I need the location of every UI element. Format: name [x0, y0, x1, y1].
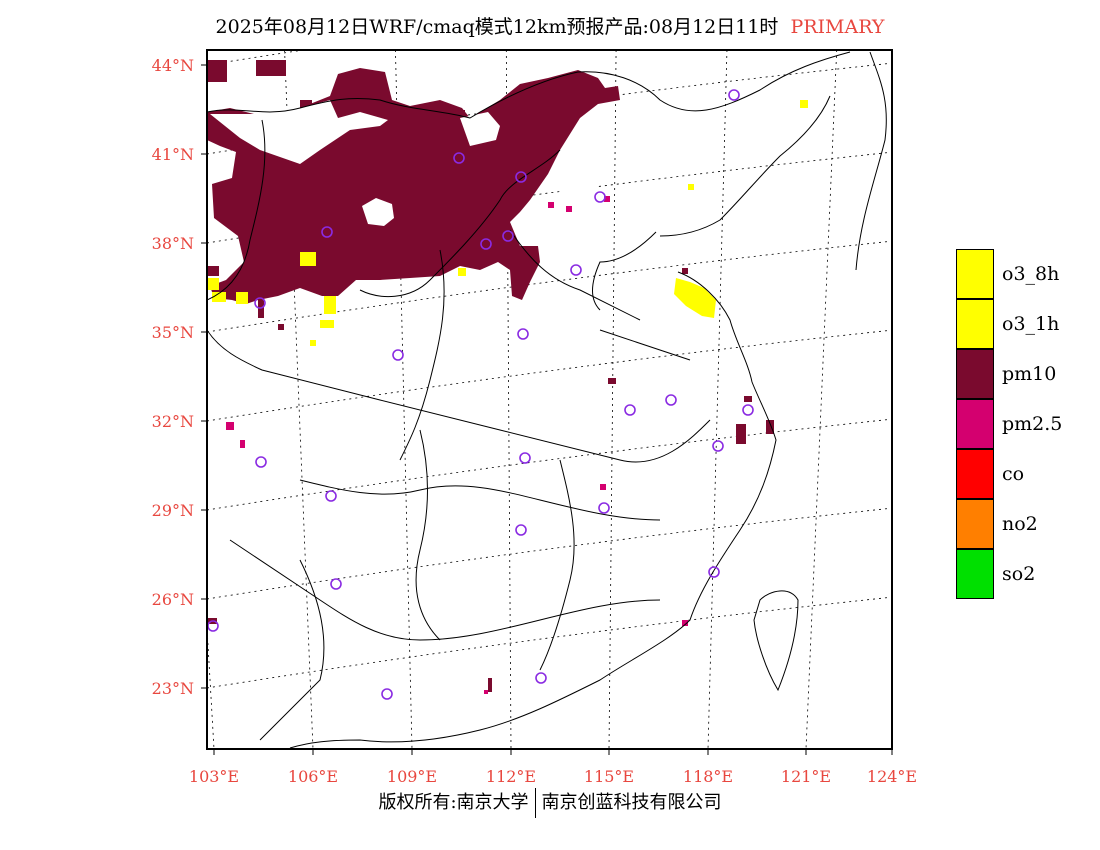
- lat-tick-label: 29°N: [152, 501, 194, 520]
- legend-label: so2: [1002, 563, 1036, 585]
- station-marker: [453, 152, 465, 164]
- parallel-line: [207, 241, 888, 333]
- lon-tick-label: 115°E: [584, 767, 634, 786]
- legend-swatch: [956, 399, 994, 449]
- copyright-company: 南京创蓝科技有限公司: [541, 792, 722, 813]
- lat-tick-label: 32°N: [152, 412, 194, 431]
- parallel-line: [207, 330, 888, 422]
- station-marker: [502, 230, 514, 242]
- parallel-line: [207, 419, 888, 511]
- legend-label: pm2.5: [1002, 413, 1063, 435]
- legend-swatch: [956, 299, 994, 349]
- map-title: 2025年08月12日WRF/cmaq模式12km预报产品:08月12日11时 P…: [0, 12, 1100, 39]
- parallel-line: [207, 597, 888, 689]
- meridian-line: [707, 50, 728, 749]
- meridian-line: [395, 50, 413, 749]
- copyright-owner: 版权所有:南京大学: [378, 792, 529, 813]
- meridian-line: [608, 50, 617, 749]
- station-marker: [594, 191, 606, 203]
- station-marker: [712, 440, 724, 452]
- station-marker: [515, 171, 527, 183]
- map-frame: [206, 49, 893, 750]
- meridian-line: [891, 742, 892, 749]
- station-markers: [207, 89, 754, 700]
- station-marker: [708, 566, 720, 578]
- lon-tick-label: 109°E: [387, 767, 437, 786]
- station-marker: [728, 89, 740, 101]
- station-marker: [519, 452, 531, 464]
- station-marker: [570, 264, 582, 276]
- station-marker: [535, 672, 547, 684]
- legend-label: pm10: [1002, 363, 1057, 385]
- longitude-axis: 103°E 106°E 109°E 112°E 115°E 118°E 121°E 124°E: [189, 749, 917, 786]
- station-marker: [624, 404, 636, 416]
- latitude-axis: 44°N 41°N 38°N 35°N 32°N 29°N 26°N 23°N: [152, 56, 207, 698]
- legend-label: no2: [1002, 513, 1038, 535]
- parallel-line: [207, 508, 888, 600]
- title-tag: PRIMARY: [790, 16, 885, 38]
- pm25-pollution-spots: [226, 196, 688, 694]
- clear-areas: [210, 100, 596, 226]
- station-marker: [598, 502, 610, 514]
- station-marker: [325, 490, 337, 502]
- meridian-line: [284, 50, 314, 749]
- legend-label: o3_1h: [1002, 313, 1060, 335]
- station-marker: [330, 578, 342, 590]
- boundaries: [207, 51, 887, 749]
- station-marker: [515, 524, 527, 536]
- lon-tick-label: 103°E: [189, 767, 239, 786]
- legend-swatch: [956, 499, 994, 549]
- station-marker: [742, 404, 754, 416]
- lat-tick-label: 23°N: [152, 679, 194, 698]
- legend-label: o3_8h: [1002, 263, 1060, 285]
- legend-label: co: [1002, 463, 1025, 485]
- lat-tick-label: 35°N: [152, 323, 194, 342]
- meridian-line: [805, 50, 838, 749]
- station-marker: [321, 226, 333, 238]
- copyright-footer: 版权所有:南京大学 南京创蓝科技有限公司: [0, 788, 1100, 818]
- o3-pollution-spots: [207, 100, 808, 346]
- title-main: 2025年08月12日WRF/cmaq模式12km预报产品:08月12日11时: [215, 16, 779, 38]
- lat-tick-label: 44°N: [152, 56, 194, 75]
- meridian-line: [505, 50, 512, 749]
- lon-tick-label: 106°E: [288, 767, 338, 786]
- station-marker: [254, 297, 266, 309]
- lat-tick-label: 41°N: [152, 145, 194, 164]
- station-marker: [255, 456, 267, 468]
- legend-swatch: [956, 549, 994, 599]
- lat-tick-label: 38°N: [152, 234, 194, 253]
- station-marker: [517, 328, 529, 340]
- lon-tick-label: 124°E: [867, 767, 917, 786]
- station-marker: [381, 688, 393, 700]
- legend-swatch: [956, 249, 994, 299]
- legend-swatch: [956, 349, 994, 399]
- lat-tick-label: 26°N: [152, 590, 194, 609]
- footer-separator: [534, 788, 536, 818]
- station-marker: [392, 349, 404, 361]
- lon-tick-label: 118°E: [683, 767, 733, 786]
- lon-tick-label: 121°E: [781, 767, 831, 786]
- lon-tick-label: 112°E: [486, 767, 536, 786]
- legend-swatch: [956, 449, 994, 499]
- station-marker: [665, 394, 677, 406]
- station-marker: [480, 238, 492, 250]
